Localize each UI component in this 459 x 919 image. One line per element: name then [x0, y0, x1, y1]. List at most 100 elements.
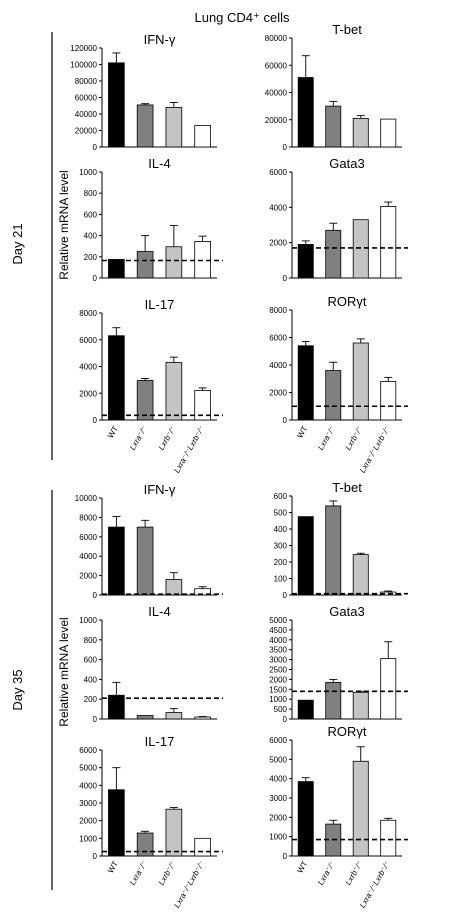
chart-title: IL-17	[145, 734, 175, 749]
chart-4: IL-17 0 2000 4000 6000 8000	[79, 297, 223, 425]
bar	[297, 77, 314, 148]
y-tick-label: 40000	[265, 89, 288, 98]
y-tick-label: 200	[274, 558, 288, 567]
bar	[165, 579, 183, 596]
bar	[352, 117, 369, 148]
chart-title: RORγt	[328, 724, 367, 739]
chart-title: T-bet	[332, 480, 362, 495]
y-tick-label: 100000	[70, 61, 97, 70]
x-category-label: Lxra⁻/⁻Lxrb⁻/⁻	[172, 860, 206, 910]
y-tick-label: 10000	[75, 494, 98, 503]
y-tick-label: 0	[93, 852, 98, 861]
bar	[297, 244, 314, 279]
x-category-label: WT	[295, 424, 309, 439]
bar	[136, 104, 154, 148]
y-tick-label: 4000	[269, 203, 287, 212]
bar	[325, 681, 342, 720]
y-tick-label: 0	[283, 143, 288, 152]
x-category-label: Lxra⁻/⁻Lxrb⁻/⁻	[172, 425, 206, 475]
bar	[380, 206, 397, 279]
ylabel-day21: Relative mRNA level	[57, 170, 71, 279]
chart-5: RORγt 0 2000 4000 6000 8000	[269, 294, 408, 425]
y-tick-label: 0	[93, 143, 98, 152]
bar	[194, 837, 211, 857]
y-tick-label: 2000	[269, 813, 287, 822]
bar	[325, 105, 342, 148]
x-category-label: Lxrb⁻/⁻	[157, 425, 178, 452]
y-tick-label: 8000	[79, 309, 97, 318]
y-tick-label: 200	[84, 695, 98, 704]
y-tick-label: 80000	[75, 77, 98, 86]
bar	[380, 658, 397, 720]
x-category-label: WT	[106, 859, 120, 874]
y-tick-label: 4000	[269, 361, 287, 370]
x-category-label: Lxrb⁻/⁻	[157, 860, 178, 887]
y-tick-label: 800	[84, 636, 98, 645]
y-tick-label: 2000	[79, 389, 97, 398]
x-category-label: WT	[106, 424, 120, 439]
bar	[297, 345, 314, 421]
y-tick-label: 0	[93, 274, 98, 283]
bar	[108, 259, 125, 279]
chart-title: RORγt	[328, 294, 367, 309]
y-tick-label: 1000	[269, 695, 287, 704]
y-tick-label: 800	[84, 189, 98, 198]
chart-title: IL-4	[148, 604, 170, 619]
chart-title: IL-4	[148, 156, 170, 171]
y-tick-label: 4000	[79, 552, 97, 561]
chart-title: IL-17	[145, 297, 175, 312]
bar	[136, 526, 154, 596]
x-category-label: Lxra⁻/⁻Lxrb⁻/⁻	[358, 425, 392, 475]
bar	[380, 819, 397, 857]
y-tick-label: 6000	[269, 168, 287, 177]
bar	[165, 107, 183, 148]
y-tick-label: 100	[274, 575, 288, 584]
y-tick-label: 6000	[79, 336, 97, 345]
chart-title: IFN-γ	[144, 482, 176, 497]
bar	[352, 554, 369, 596]
bar	[165, 808, 183, 857]
bar	[352, 342, 369, 421]
chart-title: Gata3	[329, 156, 364, 171]
day35-label: Day 35	[10, 669, 25, 710]
y-tick-label: 600	[274, 492, 288, 501]
chart-title: Gata3	[329, 604, 364, 619]
x-category-label: Lxra⁻/⁻	[128, 425, 149, 452]
y-tick-label: 400	[274, 525, 288, 534]
x-category-label: Lxra⁻/⁻	[316, 425, 337, 452]
day21-label: Day 21	[10, 223, 25, 264]
bar	[108, 62, 125, 148]
y-tick-label: 500	[274, 705, 288, 714]
bar	[325, 229, 342, 279]
y-tick-label: 60000	[75, 94, 98, 103]
y-tick-label: 2000	[269, 675, 287, 684]
bar	[108, 526, 125, 596]
chart-title: IFN-γ	[144, 32, 176, 47]
chart-10: IL-17 0 1000 2000 3000 4000 5000 6000	[79, 734, 223, 861]
y-tick-label: 0	[93, 591, 98, 600]
bar	[194, 716, 211, 720]
y-tick-label: 200	[84, 253, 98, 262]
bar	[136, 251, 154, 279]
chart-6: IFN-γ 0 2000 4000 6000 8000 10000	[75, 482, 223, 600]
x-category-label: Lxra⁻/⁻	[316, 860, 337, 887]
chart-title: T-bet	[332, 22, 362, 37]
y-tick-label: 1500	[269, 685, 287, 694]
y-tick-label: 2000	[79, 572, 97, 581]
y-tick-label: 3000	[79, 799, 97, 808]
y-tick-label: 5000	[79, 764, 97, 773]
chart-2: IL-4 0 200 400 600 800 1000	[79, 156, 223, 283]
bar	[108, 789, 125, 857]
bar	[352, 760, 369, 857]
chart-grid: IFN-γ020000400006000080000100000120000T-…	[70, 22, 408, 909]
y-tick-label: 4000	[79, 781, 97, 790]
bar	[108, 335, 125, 421]
bar	[325, 370, 342, 421]
y-tick-label: 1000	[79, 168, 97, 177]
y-tick-label: 400	[84, 232, 98, 241]
chart-0: IFN-γ 0 20000 40000 60000 80000 100000 120000	[70, 32, 217, 152]
x-category-label: Lxra⁻/⁻Lxrb⁻/⁻	[358, 860, 392, 910]
bar	[380, 381, 397, 421]
y-tick-label: 2000	[269, 389, 287, 398]
y-tick-label: 0	[283, 715, 288, 724]
